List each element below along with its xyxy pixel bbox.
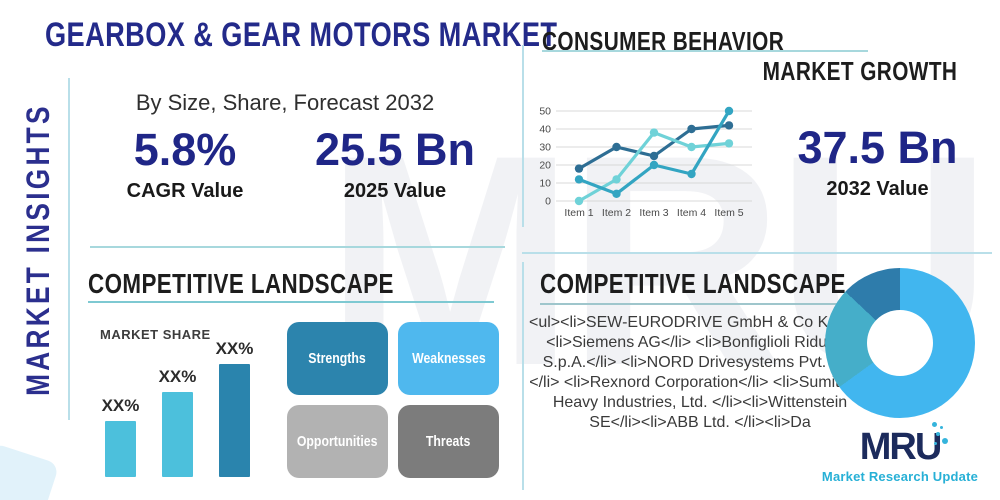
right-section-divider — [522, 252, 992, 254]
svg-text:10: 10 — [539, 178, 551, 190]
page-title-text: GEARBOX & GEAR MOTORS MARKET — [45, 16, 558, 54]
consumer-behavior-line-chart: 0 10 20 30 40 50 Item 1 Item 2 Item 3 Item 4 Item … — [526, 103, 758, 219]
svg-text:20: 20 — [539, 160, 551, 172]
swot-weaknesses-box: Weaknesses — [398, 322, 499, 395]
cagr-label: CAGR Value — [126, 179, 244, 202]
base-year-stat: 25.5 Bn 2025 Value — [300, 124, 490, 203]
corner-decoration — [0, 442, 60, 500]
consumer-behavior-underline — [542, 50, 868, 52]
competitive-landscape-right-heading: COMPETITIVE LANDSCAPE — [540, 268, 846, 299]
base-year-value: 25.5 Bn — [314, 124, 476, 175]
bar-column: XX% — [209, 339, 260, 477]
svg-text:Item 3: Item 3 — [639, 207, 668, 219]
competitive-landscape-left-underline — [88, 301, 494, 303]
logo-splash-icon — [940, 426, 943, 429]
swot-opportunities-box: Opportunities — [287, 405, 388, 478]
competitive-landscape-right-underline — [540, 303, 870, 305]
bar — [219, 364, 250, 477]
bar-column: XX% — [152, 367, 203, 477]
sidebar-label-text: MARKET INSIGHTS — [19, 103, 56, 397]
svg-text:50: 50 — [539, 106, 551, 118]
svg-text:Item 4: Item 4 — [677, 207, 706, 219]
forecast-value: 37.5 Bn — [797, 122, 958, 173]
market-share-donut-chart — [825, 268, 975, 418]
consumer-behavior-heading: CONSUMER BEHAVIOR — [542, 26, 785, 56]
left-section-divider — [90, 246, 505, 248]
base-year-label: 2025 Value — [343, 179, 447, 202]
bottom-right-divider-line — [522, 262, 524, 490]
logo-splash-icon — [932, 422, 937, 427]
competitive-landscape-left-heading: COMPETITIVE LANDSCAPE — [88, 268, 394, 299]
svg-text:30: 30 — [539, 142, 551, 154]
forecast-stat: 37.5 Bn 2032 Value — [785, 122, 970, 201]
forecast-label: 2032 Value — [826, 177, 929, 200]
cagr-value: 5.8% — [133, 124, 237, 175]
logo-splash-icon — [942, 438, 948, 444]
logo-abbr: MRU — [859, 426, 943, 468]
sidebar-vertical-label: MARKET INSIGHTS — [20, 100, 56, 400]
bar — [105, 421, 136, 477]
svg-text:0: 0 — [545, 196, 551, 208]
bar-value-label: XX% — [101, 396, 140, 415]
svg-text:Item 5: Item 5 — [714, 207, 743, 219]
bar-column: XX% — [95, 396, 146, 477]
logo-tagline: Market Research Update — [821, 469, 979, 484]
market-share-label: MARKET SHARE — [100, 327, 211, 342]
line-chart-svg: 0 10 20 30 40 50 Item 1 Item 2 Item 3 Item 4 Item … — [539, 106, 752, 219]
market-growth-heading: MARKET GROWTH — [762, 56, 957, 86]
report-subtitle: By Size, Share, Forecast 2032 — [135, 90, 435, 115]
svg-text:Item 1: Item 1 — [564, 207, 593, 219]
cagr-stat: 5.8% CAGR Value — [105, 124, 265, 203]
market-share-bar-chart: XX% XX% XX% — [95, 336, 260, 477]
brand-logo: MRU Market Research Update — [820, 422, 980, 484]
logo-splash-icon — [936, 432, 940, 436]
bar-value-label: XX% — [158, 367, 197, 386]
swot-threats-box: Threats — [398, 405, 499, 478]
logo-splash-icon — [934, 442, 937, 445]
top-right-divider-line — [522, 45, 524, 227]
bar-value-label: XX% — [215, 339, 254, 358]
svg-text:Item 2: Item 2 — [602, 207, 631, 219]
svg-text:40: 40 — [539, 124, 551, 136]
swot-strengths-box: Strengths — [287, 322, 388, 395]
bar — [162, 392, 193, 477]
swot-grid: Strengths Weaknesses Opportunities Threa… — [287, 322, 499, 478]
page-title: GEARBOX & GEAR MOTORS MARKET — [45, 16, 686, 55]
sidebar-divider-line — [68, 78, 70, 420]
company-list-text: <ul><li>SEW-EURODRIVE GmbH & Co KG</li><… — [528, 314, 872, 431]
